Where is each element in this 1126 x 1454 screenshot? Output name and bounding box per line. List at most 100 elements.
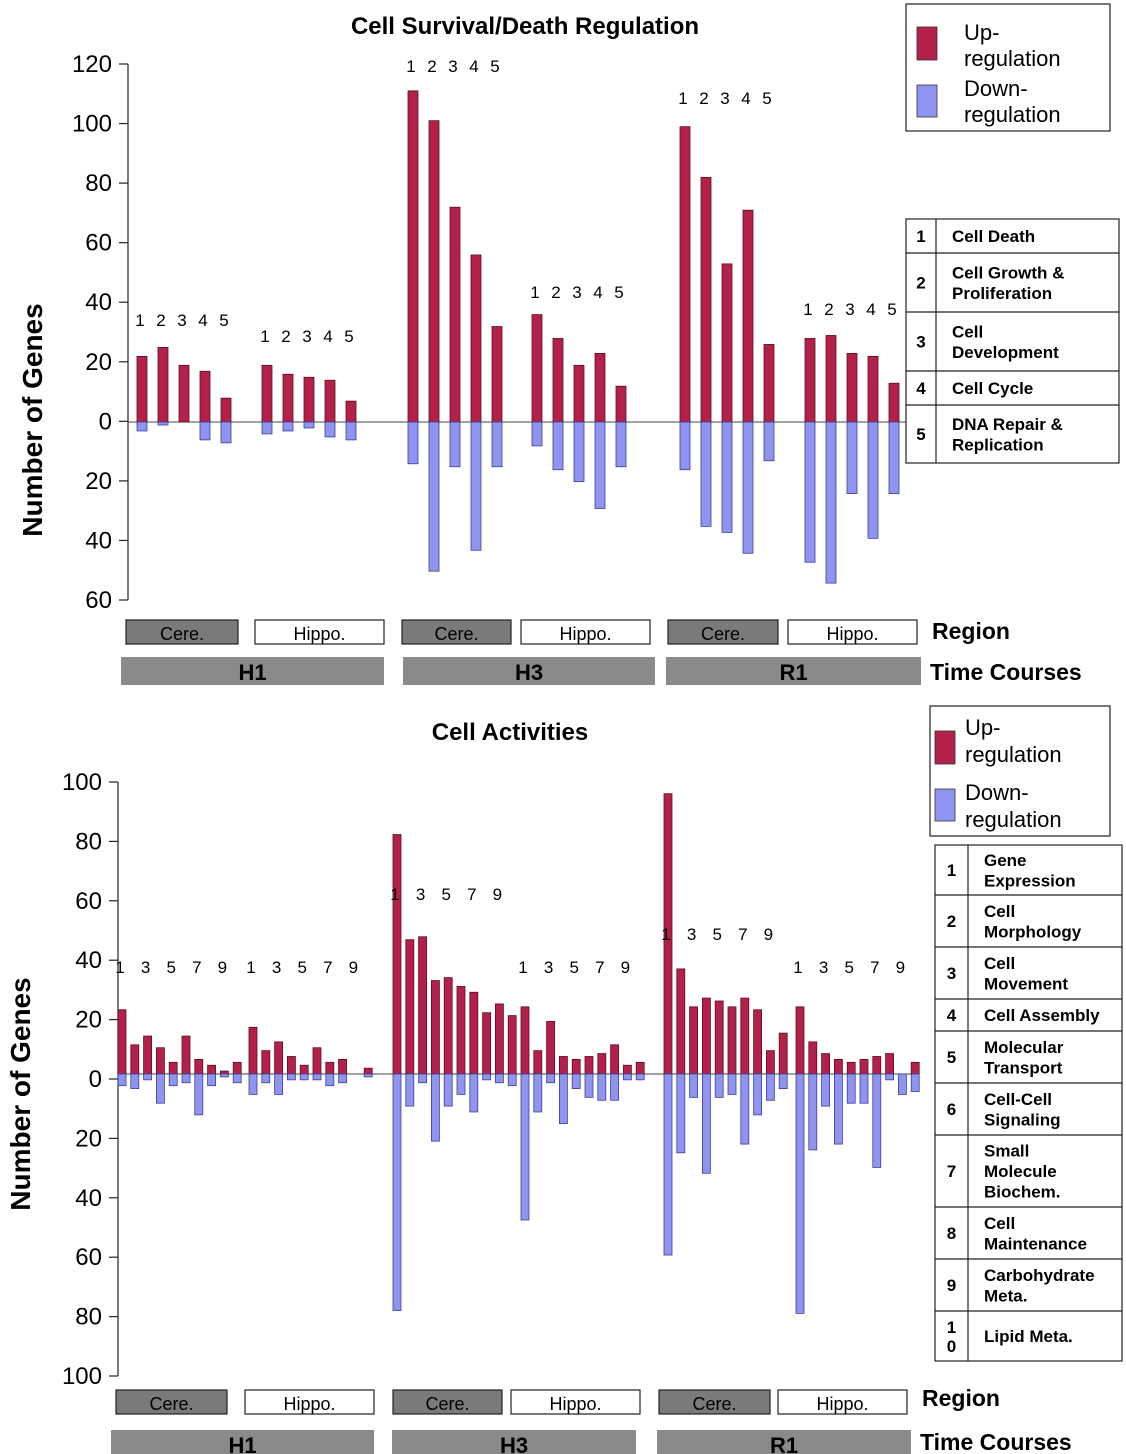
bar-down bbox=[491, 421, 503, 468]
category-label: DNA Repair & bbox=[952, 415, 1063, 434]
bar-number-label: 3 bbox=[177, 311, 186, 330]
bar-up bbox=[299, 1064, 309, 1075]
bar-number-label: 1 bbox=[661, 925, 670, 944]
bar-down bbox=[834, 1073, 843, 1145]
bar-number-label: 1 bbox=[530, 283, 539, 302]
bar-up bbox=[199, 370, 211, 423]
bar-down bbox=[615, 421, 627, 468]
bar-down bbox=[702, 1073, 711, 1174]
bar-up bbox=[232, 1061, 242, 1075]
bar-up bbox=[821, 1053, 830, 1075]
bar-up bbox=[303, 376, 315, 423]
bar-down bbox=[282, 421, 294, 432]
bar-down bbox=[392, 1073, 402, 1311]
bar-down bbox=[338, 1073, 348, 1084]
bar-down bbox=[795, 1073, 805, 1314]
bar-down bbox=[552, 421, 564, 471]
bar-up bbox=[721, 263, 733, 423]
bar-number-label: 5 bbox=[712, 925, 721, 944]
bar-number-label: 4 bbox=[198, 311, 207, 330]
legend-swatch-down bbox=[934, 788, 956, 822]
bar-down bbox=[157, 421, 169, 426]
bar-up bbox=[430, 980, 440, 1075]
region-box bbox=[392, 1389, 503, 1415]
bar-up bbox=[157, 347, 169, 423]
bar-number-label: 3 bbox=[819, 958, 828, 977]
bar-up bbox=[155, 1047, 165, 1075]
legend-label-up: regulation bbox=[964, 46, 1061, 71]
category-label: Cell Growth & bbox=[952, 263, 1064, 282]
bar-down bbox=[207, 1073, 217, 1087]
bar-up bbox=[546, 1021, 555, 1075]
bar-down bbox=[456, 1073, 466, 1095]
bar-up bbox=[491, 326, 503, 423]
bar-down bbox=[584, 1073, 594, 1098]
bar-number-label: 9 bbox=[621, 958, 630, 977]
y-tick-label: 40 bbox=[75, 1185, 102, 1212]
bar-down bbox=[220, 421, 232, 444]
bar-up bbox=[778, 1032, 788, 1075]
bar-number-label: 3 bbox=[416, 885, 425, 904]
region-box bbox=[777, 1389, 908, 1415]
time-course-box bbox=[403, 657, 655, 685]
bar-number-label: 2 bbox=[699, 89, 708, 108]
bar-number-label: 2 bbox=[427, 57, 436, 76]
category-label: Cell bbox=[984, 1214, 1015, 1233]
y-tick-label: 0 bbox=[99, 408, 112, 435]
bar-down bbox=[804, 421, 816, 563]
bar-up bbox=[494, 1003, 504, 1075]
bar-down bbox=[910, 1073, 920, 1092]
bar-down bbox=[303, 421, 315, 429]
bar-up bbox=[219, 1070, 229, 1075]
region-box bbox=[244, 1389, 375, 1415]
category-number: 8 bbox=[947, 1224, 956, 1243]
bar-down bbox=[573, 421, 585, 483]
y-tick-label: 100 bbox=[72, 111, 112, 138]
category-label: Gene bbox=[984, 851, 1027, 870]
region-label: Cere. bbox=[701, 624, 745, 644]
bar-up bbox=[808, 1041, 818, 1075]
bar-number-label: 3 bbox=[544, 958, 553, 977]
bar-up bbox=[597, 1053, 607, 1075]
bar-down bbox=[808, 1073, 818, 1151]
bar-number-label: 3 bbox=[272, 958, 281, 977]
bar-down bbox=[597, 1073, 607, 1101]
bar-down bbox=[610, 1073, 619, 1101]
y-axis-label: Number of Genes bbox=[5, 977, 36, 1210]
bar-down bbox=[507, 1073, 517, 1087]
y-tick-label: 120 bbox=[72, 51, 112, 78]
bar-down bbox=[546, 1073, 555, 1084]
bar-number-label: 5 bbox=[844, 958, 853, 977]
time-course-box bbox=[392, 1430, 636, 1454]
y-axis-label: Number of Genes bbox=[17, 303, 48, 536]
bar-up bbox=[594, 352, 606, 423]
bar-up bbox=[615, 385, 627, 423]
bar-up bbox=[325, 1061, 335, 1075]
bar-up bbox=[795, 1006, 805, 1075]
chart-title: Cell Activities bbox=[432, 719, 589, 746]
bar-up bbox=[392, 834, 402, 1075]
bar-up bbox=[418, 936, 428, 1075]
category-label: Movement bbox=[984, 974, 1068, 993]
bar-up bbox=[194, 1059, 204, 1075]
bar-down bbox=[261, 421, 273, 435]
bar-down bbox=[520, 1073, 530, 1221]
bar-down bbox=[898, 1073, 907, 1095]
bar-up bbox=[363, 1067, 373, 1075]
time-course-box bbox=[657, 1430, 911, 1454]
bar-up bbox=[584, 1056, 594, 1075]
bar-down bbox=[155, 1073, 165, 1104]
bar-down bbox=[888, 421, 900, 494]
bar-up bbox=[635, 1061, 645, 1075]
bar-down bbox=[194, 1073, 204, 1116]
bar-down bbox=[766, 1073, 775, 1101]
bar-number-label: 4 bbox=[741, 89, 750, 108]
bar-down bbox=[727, 1073, 737, 1095]
bar-up bbox=[559, 1056, 568, 1075]
bar-up bbox=[248, 1026, 258, 1075]
bar-number-label: 3 bbox=[141, 958, 150, 977]
bar-down bbox=[261, 1073, 271, 1084]
bar-down bbox=[143, 1073, 153, 1081]
legend-label-up: Up- bbox=[964, 20, 999, 45]
bar-down bbox=[324, 421, 336, 438]
